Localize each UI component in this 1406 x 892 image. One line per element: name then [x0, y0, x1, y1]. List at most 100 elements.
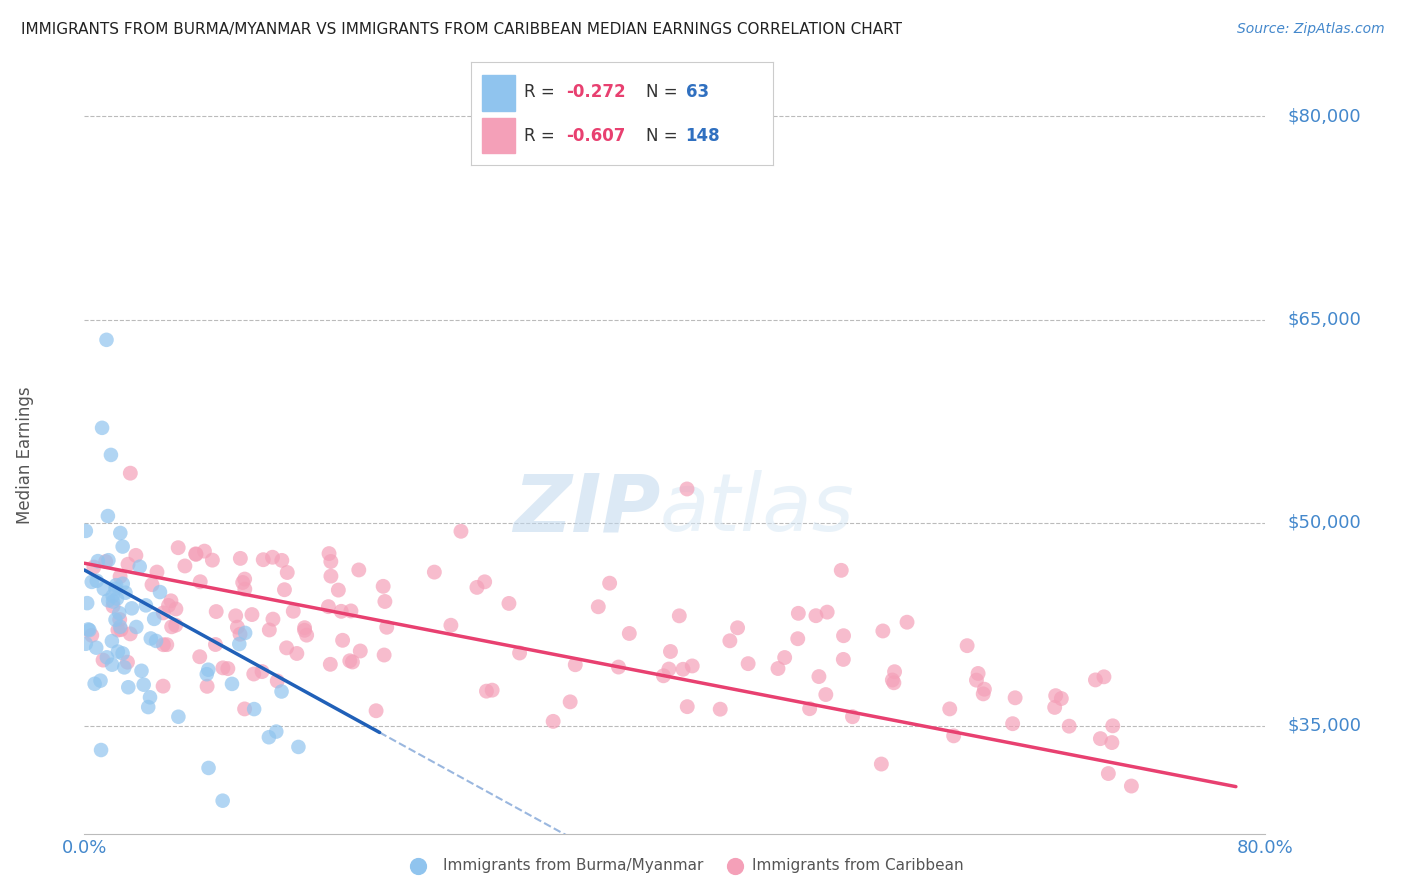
Point — [841, 709, 863, 723]
Point — [942, 729, 965, 743]
Point — [233, 572, 256, 586]
Text: $80,000: $80,000 — [1288, 107, 1361, 126]
Point — [83, 677, 105, 691]
Point — [882, 673, 904, 687]
Point — [262, 550, 284, 565]
Point — [652, 669, 675, 683]
Point — [79, 623, 101, 637]
Point — [104, 613, 127, 627]
Point — [676, 482, 699, 496]
Point — [157, 599, 180, 613]
Point — [870, 757, 893, 772]
Text: 148: 148 — [686, 127, 720, 145]
Point — [328, 583, 350, 598]
Point — [607, 660, 630, 674]
Point — [117, 558, 139, 572]
Point — [374, 594, 396, 608]
Text: $35,000: $35,000 — [1288, 716, 1361, 735]
Point — [165, 618, 187, 632]
Point — [349, 644, 371, 658]
Point — [250, 665, 273, 679]
Text: N =: N = — [647, 127, 683, 145]
Point — [152, 606, 174, 620]
Point — [257, 730, 280, 744]
Point — [89, 673, 111, 688]
Point — [375, 620, 398, 634]
Point — [97, 509, 120, 524]
Point — [737, 657, 759, 671]
Point — [1050, 691, 1073, 706]
Point — [136, 700, 159, 714]
Point — [242, 667, 264, 681]
Point — [659, 644, 682, 658]
Point — [347, 563, 370, 577]
Point — [107, 644, 129, 658]
Point — [139, 632, 162, 646]
Point — [105, 591, 128, 606]
Point — [201, 553, 224, 567]
Text: Immigrants from Burma/Myanmar: Immigrants from Burma/Myanmar — [443, 858, 703, 872]
Point — [423, 565, 446, 579]
Point — [91, 653, 114, 667]
Point — [1043, 700, 1066, 714]
Point — [773, 650, 796, 665]
Point — [287, 739, 309, 754]
Point — [226, 620, 249, 634]
Point — [681, 659, 703, 673]
Point — [188, 574, 211, 589]
Point — [83, 560, 105, 574]
Point — [830, 563, 852, 577]
Point — [139, 690, 162, 705]
Bar — [482, 118, 515, 153]
Point — [233, 582, 256, 596]
Point — [149, 585, 172, 599]
Bar — [482, 75, 515, 112]
Point — [188, 649, 211, 664]
Point — [131, 664, 153, 678]
Point — [125, 549, 148, 563]
Point — [75, 637, 97, 651]
Point — [197, 663, 219, 677]
Point — [672, 662, 695, 676]
Point — [872, 624, 894, 638]
Point — [1101, 719, 1123, 733]
Point — [330, 604, 353, 618]
Point — [93, 582, 115, 596]
Point — [373, 579, 395, 593]
Point — [108, 620, 131, 634]
Point — [101, 599, 124, 614]
Point — [143, 612, 166, 626]
Point — [86, 574, 108, 588]
Point — [152, 679, 174, 693]
Point — [804, 608, 827, 623]
Point — [97, 553, 120, 567]
Point — [76, 596, 98, 610]
Point — [233, 702, 256, 716]
Point — [87, 554, 110, 568]
Point — [1121, 779, 1143, 793]
Point — [475, 684, 498, 698]
Point — [339, 654, 361, 668]
Point — [91, 421, 114, 435]
Point — [658, 662, 681, 676]
Point — [832, 629, 855, 643]
Text: atlas: atlas — [661, 470, 855, 548]
Point — [1101, 735, 1123, 749]
Point — [266, 724, 288, 739]
Point — [1090, 731, 1112, 746]
Point — [104, 582, 127, 596]
Point — [450, 524, 472, 539]
Point — [294, 624, 316, 638]
Point — [295, 628, 318, 642]
Point — [80, 574, 103, 589]
Point — [96, 650, 118, 665]
Point — [787, 607, 810, 621]
Point — [276, 640, 298, 655]
Point — [165, 602, 187, 616]
Point — [212, 661, 235, 675]
Point — [107, 623, 129, 637]
Point — [967, 666, 990, 681]
Point — [174, 558, 197, 573]
Text: 63: 63 — [686, 83, 709, 101]
Point — [145, 634, 167, 648]
